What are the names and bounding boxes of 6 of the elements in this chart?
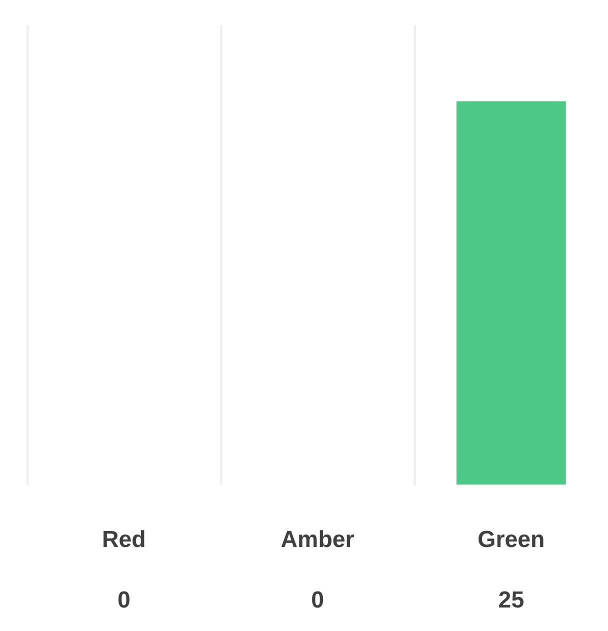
x-tick-label: Amber [280, 526, 354, 552]
data-label: 0 [117, 586, 130, 612]
data-label: 0 [311, 586, 324, 612]
x-tick-label: Red [102, 526, 146, 552]
x-tick-label: Green [478, 526, 545, 552]
data-label: 25 [498, 586, 524, 612]
